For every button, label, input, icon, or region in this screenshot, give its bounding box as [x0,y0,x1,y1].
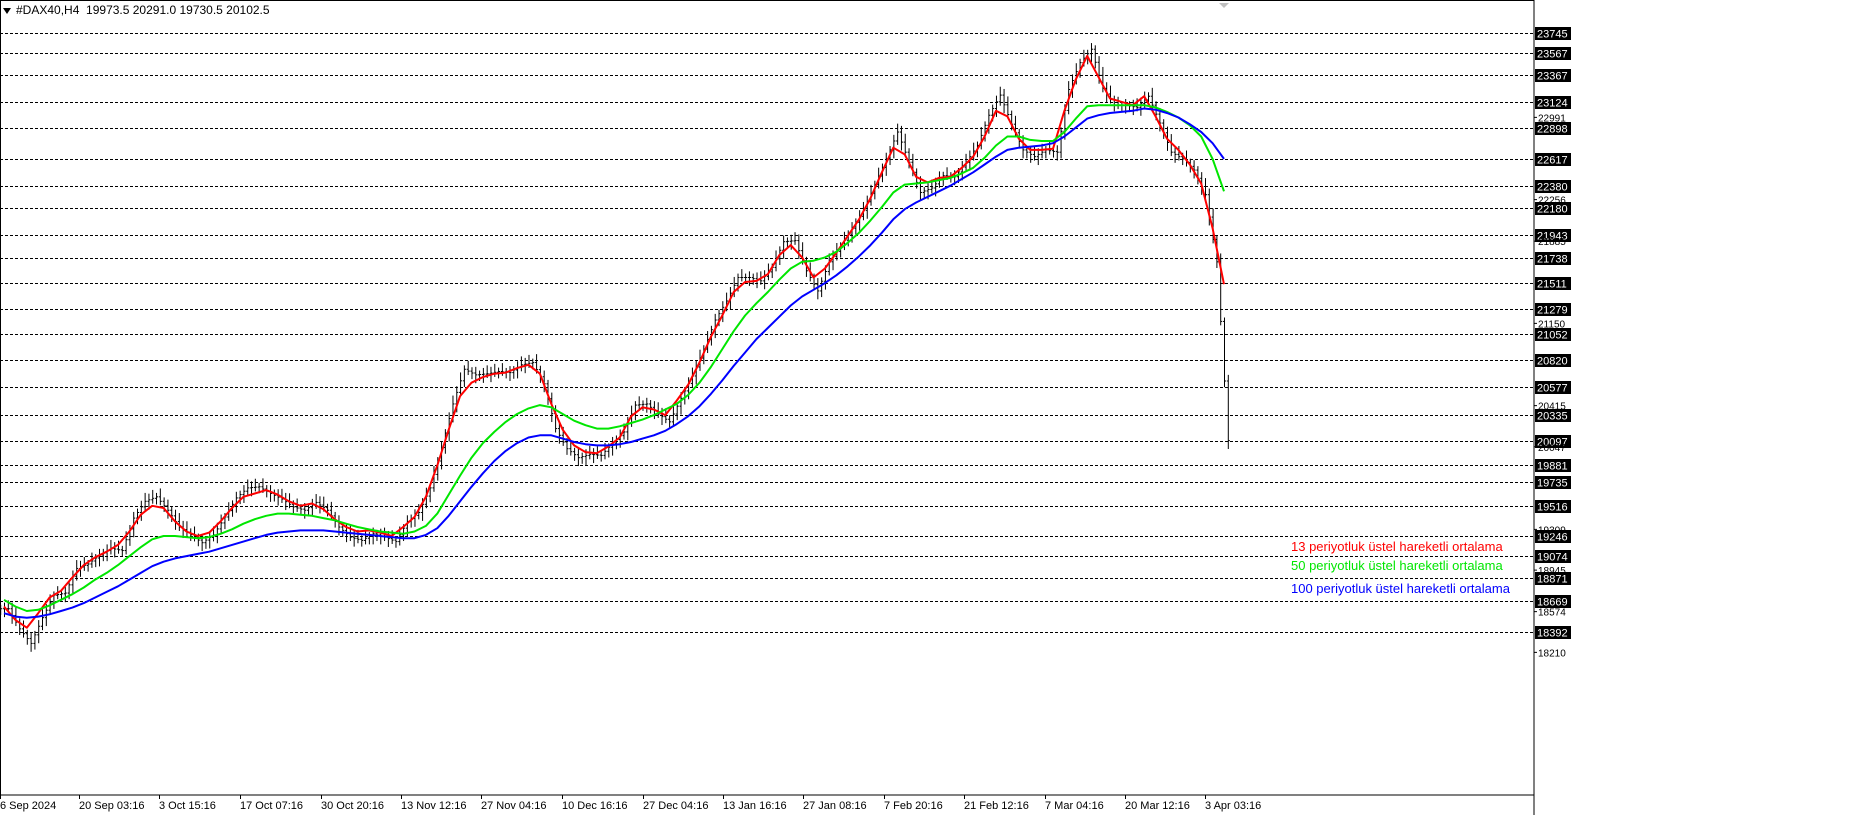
price-level-tag [1535,500,1571,513]
legend-entry: 50 periyotluk üstel hareketli ortalama [1291,558,1503,573]
price-axis-tick-label: 20415 [1538,402,1566,413]
price-level-tag [1535,381,1571,394]
time-axis-label: 20 Mar 12:16 [1125,800,1190,812]
price-level-label: 21279 [1537,305,1568,317]
price-level-tag [1535,69,1571,82]
price-level-label: 19735 [1537,478,1568,490]
price-level-label: 20097 [1537,437,1568,449]
ema-series-line-13[interactable] [3,54,1225,629]
chart-header: #DAX40,H4 19973.5 20291.0 19730.5 20102.… [3,3,270,17]
price-level-tag [1535,229,1571,242]
time-axis-label: 21 Feb 12:16 [964,800,1029,812]
price-level-label: 18871 [1537,574,1568,586]
ohlc-readout: 19973.5 20291.0 19730.5 20102.5 [86,3,270,17]
price-level-label: 19246 [1537,532,1568,544]
price-level-label: 21511 [1537,279,1567,291]
time-axis-label: 10 Dec 16:16 [562,800,627,812]
price-level-label: 23745 [1537,29,1568,41]
price-level-label: 18669 [1537,597,1568,609]
time-axis-label: 27 Dec 04:16 [643,800,708,812]
price-level-label: 21052 [1537,330,1568,342]
ema-series-line-50[interactable] [3,104,1225,612]
price-axis-tick-label: 18945 [1538,566,1566,577]
time-axis-label: 27 Nov 04:16 [481,800,546,812]
price-level-tag [1535,153,1571,166]
time-axis-label: 7 Mar 04:16 [1045,800,1104,812]
time-axis-label: 6 Sep 2024 [0,800,56,812]
price-level-label: 22898 [1537,124,1568,136]
price-level-tag [1535,180,1571,193]
price-level-label: 20335 [1537,411,1568,423]
price-level-tag [1535,47,1571,60]
price-level-tag [1535,409,1571,422]
price-level-tag [1535,277,1571,290]
price-level-tag [1535,252,1571,265]
price-level-tag [1535,435,1571,448]
legend-entry: 13 periyotluk üstel hareketli ortalama [1291,539,1503,554]
price-level-tag [1535,328,1571,341]
price-level-tag [1535,530,1571,543]
price-level-label: 23367 [1537,71,1568,83]
price-axis-tick-label: 18210 [1538,648,1566,659]
time-axis-label: 13 Nov 12:16 [401,800,466,812]
price-level-tag [1535,595,1571,608]
price-level-tag [1535,122,1571,135]
dropdown-triangle-icon[interactable] [3,7,11,14]
price-level-label: 20577 [1537,383,1568,395]
plot-frame [0,0,1535,796]
price-level-label: 19074 [1537,552,1568,564]
price-level-tag [1535,572,1571,585]
time-axis-label: 3 Oct 15:16 [159,800,216,812]
price-level-label: 19516 [1537,502,1568,514]
scroll-marker-icon [1219,3,1229,8]
price-level-label: 22380 [1537,182,1568,194]
time-axis-label: 7 Feb 20:16 [884,800,943,812]
legend-entry: 100 periyotluk üstel hareketli ortalama [1291,581,1511,596]
price-level-tag [1535,202,1571,215]
time-axis-label: 27 Jan 08:16 [803,800,867,812]
price-level-label: 23567 [1537,49,1568,61]
time-axis-label: 20 Sep 03:16 [79,800,144,812]
price-level-tag [1535,459,1571,472]
price-axis-tick-label: 18574 [1538,608,1566,619]
price-level-label: 22617 [1537,155,1568,167]
time-axis-label: 3 Apr 03:16 [1205,800,1261,812]
price-axis-tick-label: 22256 [1538,196,1566,207]
price-level-tag [1535,303,1571,316]
time-axis-label: 30 Oct 20:16 [321,800,384,812]
price-level-label: 18392 [1537,628,1568,640]
price-level-tag [1535,96,1571,109]
price-level-label: 19881 [1537,461,1568,473]
price-axis-tick-label: 21885 [1538,237,1566,248]
price-level-label: 20820 [1537,356,1568,368]
price-axis-tick-label: 19309 [1538,525,1566,536]
price-level-label: 23124 [1537,98,1568,110]
ema-series-line-100[interactable] [3,107,1225,619]
price-level-tag [1535,626,1571,639]
time-axis-label: 17 Oct 07:16 [240,800,303,812]
price-axis-tick-label: 20047 [1538,443,1566,454]
price-level-tag [1535,476,1571,489]
price-axis-tick-label: 22991 [1538,113,1566,124]
price-level-label: 21943 [1537,231,1568,243]
price-level-tag [1535,550,1571,563]
symbol-label: #DAX40,H4 [16,3,80,17]
time-axis-label: 13 Jan 16:16 [723,800,787,812]
price-level-tag [1535,354,1571,367]
price-axis-tick-label: 21150 [1538,319,1566,330]
price-level-label: 22180 [1537,204,1568,216]
price-level-label: 21738 [1537,254,1568,266]
price-level-tag [1535,27,1571,40]
